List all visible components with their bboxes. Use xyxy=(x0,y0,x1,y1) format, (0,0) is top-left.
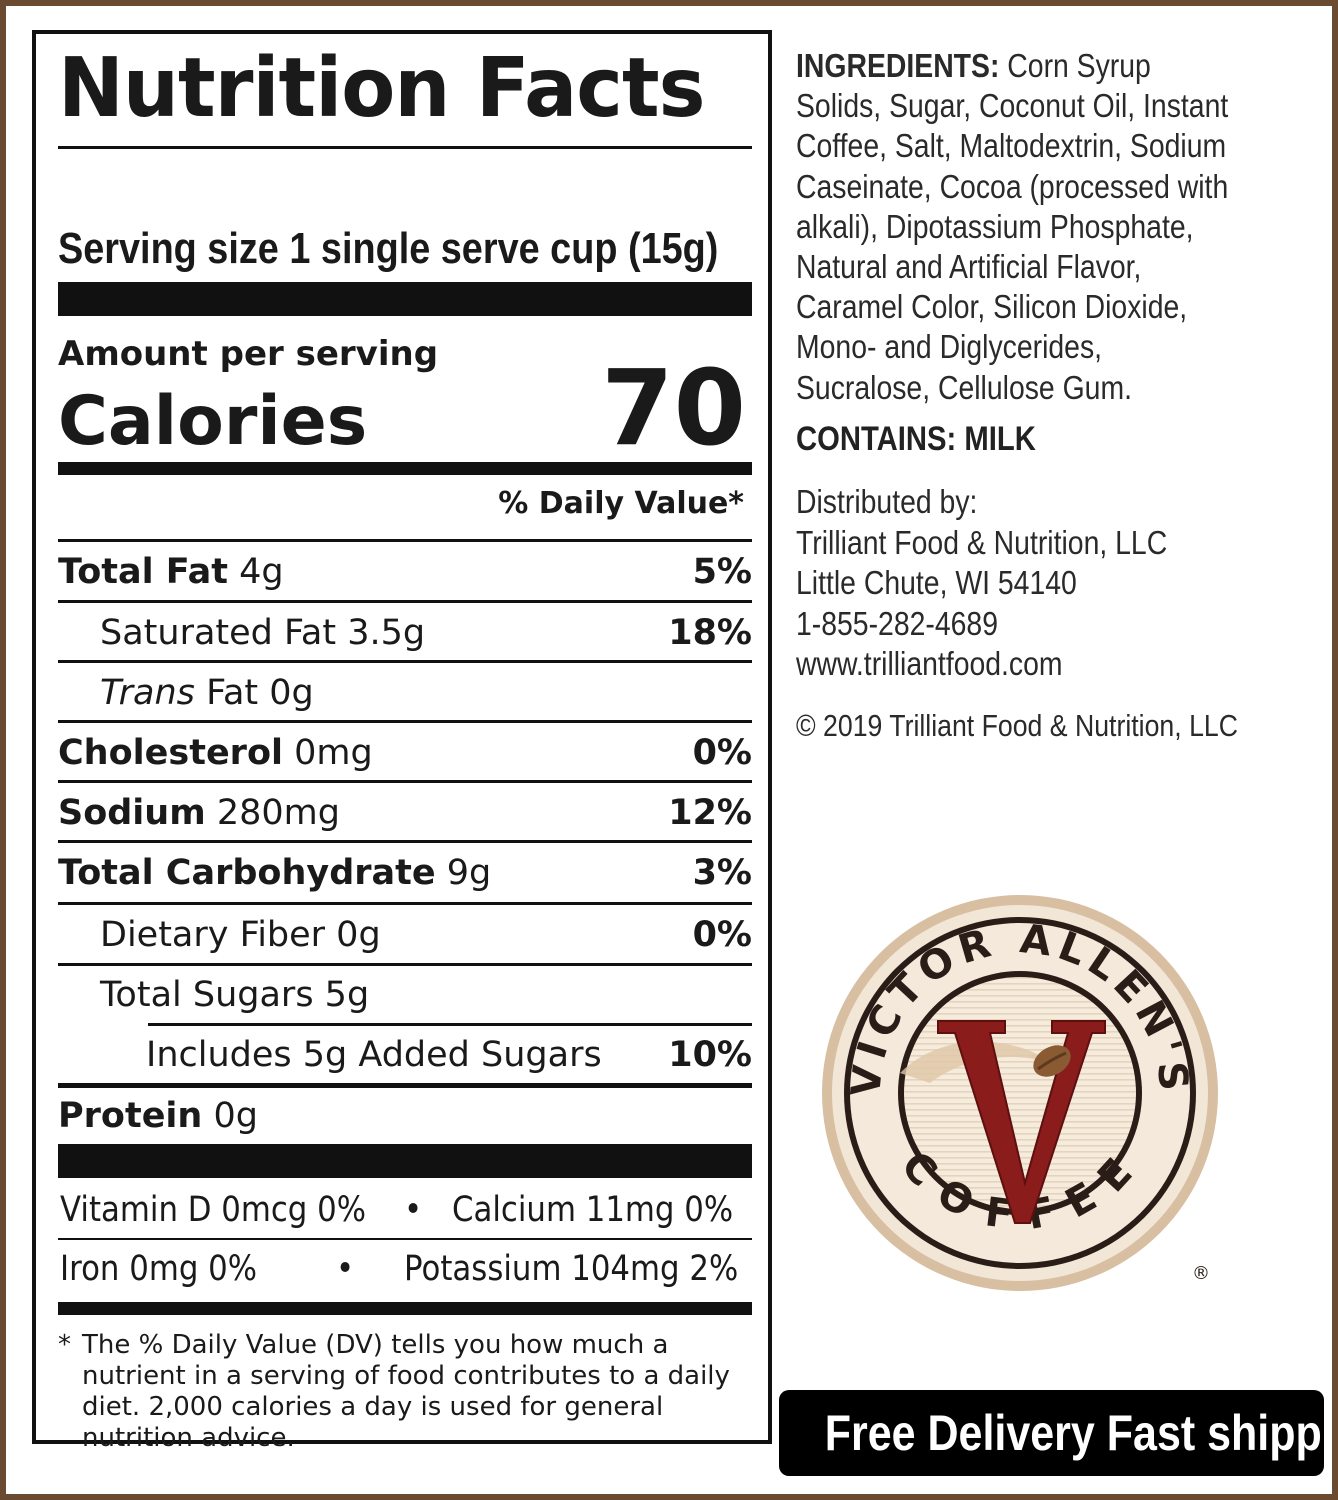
nutrient-percent: 0% xyxy=(692,915,752,955)
footnote-text: The % Daily Value (DV) tells you how muc… xyxy=(82,1330,730,1453)
vitamin-row-2: Iron 0mg 0% • Potassium 104mg 2% xyxy=(58,1240,752,1298)
serving-size: Serving size 1 single serve cup (15g) xyxy=(58,224,719,273)
nutrient-row-saturated-fat: Saturated Fat 3.5g 18% xyxy=(58,603,752,663)
nutrient-percent: 0% xyxy=(692,733,752,773)
victor-allens-logo: VICTOR ALLEN'S COFFEE ® xyxy=(822,895,1218,1291)
thick-divider-top xyxy=(58,282,752,316)
vitamin-divider xyxy=(58,1238,752,1240)
nutrient-name: Saturated Fat 3.5g xyxy=(100,613,426,653)
nutrition-facts-title: Nutrition Facts xyxy=(58,41,706,136)
nutrient-percent: 3% xyxy=(692,853,752,893)
vitamin-row-1: Vitamin D 0mcg 0% • Calcium 11mg 0% xyxy=(58,1181,752,1239)
nutrient-name: Total Fat xyxy=(58,552,229,592)
daily-value-header: % Daily Value* xyxy=(498,486,744,521)
nutrient-row-sodium: Sodium 280mg 12% xyxy=(58,783,752,843)
calories-divider xyxy=(58,462,752,475)
logo-swoosh xyxy=(900,1041,1050,1083)
distributor-phone: 1-855-282-4689 xyxy=(796,604,998,642)
logo-v-monogram xyxy=(937,1020,1106,1224)
nutrient-percent: 12% xyxy=(668,793,752,833)
nutrient-row-total-sugars: Total Sugars 5g xyxy=(58,965,752,1025)
row-divider-indented xyxy=(148,1023,752,1026)
bullet-separator: • xyxy=(404,1190,423,1230)
nutrient-amount: 9g xyxy=(446,853,492,893)
ingredients-label: INGREDIENTS: xyxy=(796,47,1000,84)
nutrient-name: Total Sugars 5g xyxy=(100,975,370,1015)
nutrient-percent: 18% xyxy=(668,613,752,653)
row-divider xyxy=(58,539,752,542)
nutrient-name: Cholesterol xyxy=(58,733,283,773)
distributor-block: Distributed by: Trilliant Food & Nutriti… xyxy=(796,482,1167,685)
row-divider xyxy=(58,1083,752,1088)
row-divider xyxy=(58,840,752,843)
nutrient-amount: 280mg xyxy=(216,793,340,833)
nutrient-name: Sodium xyxy=(58,793,206,833)
row-divider xyxy=(58,780,752,783)
nutrient-name: Protein xyxy=(58,1096,203,1136)
daily-value-footnote: * The % Daily Value (DV) tells you how m… xyxy=(58,1330,758,1454)
nutrient-amount: 0g xyxy=(213,1096,258,1136)
nutrient-name: Dietary Fiber 0g xyxy=(100,915,381,955)
nutrient-row-cholesterol: Cholesterol 0mg 0% xyxy=(58,723,752,783)
ingredients-line: Solids, Sugar, Coconut Oil, Instant xyxy=(796,87,1229,125)
ingredients-line: Mono- and Diglycerides, xyxy=(796,328,1103,366)
nutrient-row-dietary-fiber: Dietary Fiber 0g 0% xyxy=(58,905,752,965)
distributor-address: Little Chute, WI 54140 xyxy=(796,564,1077,601)
nutrient-name-italic: Trans xyxy=(100,673,195,713)
calcium: Calcium 11mg 0% xyxy=(452,1190,734,1230)
potassium: Potassium 104mg 2% xyxy=(404,1249,739,1289)
row-divider xyxy=(58,720,752,723)
allergen-contains: CONTAINS: MILK xyxy=(796,420,1036,458)
row-divider xyxy=(58,600,752,603)
nutrient-amount: 0mg xyxy=(294,733,373,773)
promo-banner: Free Delivery Fast shipping xyxy=(779,1390,1324,1476)
nutrient-percent: 5% xyxy=(692,552,752,592)
vitamin-d: Vitamin D 0mcg 0% xyxy=(60,1190,367,1230)
footnote-divider xyxy=(58,1302,752,1315)
nutrient-row-trans-fat: Trans Fat 0g xyxy=(58,663,752,723)
promo-text: Free Delivery Fast shipping xyxy=(824,1405,1324,1461)
row-divider xyxy=(58,963,752,966)
distributor-website: www.trilliantfood.com xyxy=(796,645,1063,682)
copyright-notice: © 2019 Trilliant Food & Nutrition, LLC xyxy=(796,708,1238,743)
nutrient-name: Total Carbohydrate xyxy=(58,853,436,893)
nutrient-name: Fat 0g xyxy=(206,673,314,713)
ingredients-line: Caseinate, Cocoa (processed with xyxy=(796,167,1229,205)
coffee-bean-crease xyxy=(1037,1051,1067,1071)
ingredients-line: Caramel Color, Silicon Dioxide, xyxy=(796,288,1188,326)
nutrient-name: Includes 5g Added Sugars xyxy=(146,1035,602,1075)
row-divider xyxy=(58,902,752,905)
ingredients-line: Corn Syrup xyxy=(999,47,1151,84)
nutrient-row-total-carbohydrate: Total Carbohydrate 9g 3% xyxy=(58,843,752,903)
footnote-asterisk: * xyxy=(58,1330,71,1360)
ingredients-line: Natural and Artificial Flavor, xyxy=(796,248,1142,286)
bullet-separator: • xyxy=(336,1249,355,1289)
nutrient-percent: 10% xyxy=(668,1035,752,1075)
iron: Iron 0mg 0% xyxy=(60,1249,258,1289)
nutrient-row-protein: Protein 0g xyxy=(58,1086,752,1146)
ingredients-line: alkali), Dipotassium Phosphate, xyxy=(796,207,1194,245)
row-divider xyxy=(58,660,752,663)
amount-per-serving: Amount per serving xyxy=(58,334,439,374)
thick-divider-vitamins xyxy=(58,1144,752,1178)
calories-label: Calories xyxy=(58,382,368,461)
calories-value: 70 xyxy=(601,347,746,469)
nutrient-row-added-sugars: Includes 5g Added Sugars 10% xyxy=(58,1025,752,1085)
nutrient-amount: 4g xyxy=(239,552,284,592)
distributor-line: Distributed by: xyxy=(796,483,978,520)
nutrition-facts-panel: Nutrition Facts Serving size 1 single se… xyxy=(32,30,772,1453)
distributor-name: Trilliant Food & Nutrition, LLC xyxy=(796,523,1168,561)
title-divider xyxy=(58,146,752,149)
registered-mark: ® xyxy=(1192,1263,1210,1284)
ingredients-line: Sucralose, Cellulose Gum. xyxy=(796,368,1132,406)
nutrient-row-total-fat: Total Fat 4g 5% xyxy=(58,542,752,602)
ingredients-line: Coffee, Salt, Maltodextrin, Sodium xyxy=(796,127,1227,165)
ingredients-block: INGREDIENTS: Corn Syrup Solids, Sugar, C… xyxy=(796,46,1316,408)
